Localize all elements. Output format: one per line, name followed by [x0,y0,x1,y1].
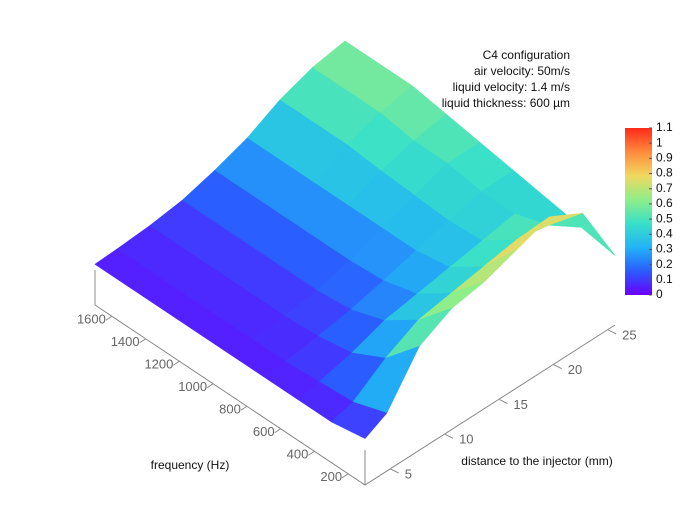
colorbar-tick-label: 0.6 [656,196,673,210]
colorbar-tick-label: 0.8 [656,166,673,180]
colorbar-tick-label: 0 [656,287,663,301]
surface-patch [330,401,388,439]
y-tick [607,329,617,335]
x-tick-label: 1600 [77,312,106,327]
x-tick-label: 1200 [144,357,173,372]
x-tick-label: 400 [287,447,309,462]
annotation: air velocity: 50m/s [474,64,570,78]
x-tick [139,338,146,344]
colorbar [625,128,652,295]
x-tick [105,315,113,321]
y-tick [444,433,454,439]
annotation: C4 configuration [483,48,570,62]
x-tick-label: 800 [219,402,241,417]
x-tick-label: 600 [253,424,275,439]
x-tick [308,450,315,456]
x-axis-label: frequency (Hz) [151,458,230,472]
x-tick [240,405,248,411]
colorbar-tick-label: 0.5 [656,211,673,225]
colorbar-tick-label: 0.3 [656,242,673,256]
y-tick-label: 20 [568,362,582,377]
annotation: liquid velocity: 1.4 m/s [453,80,570,94]
colorbar-tick-label: 0.7 [656,181,673,195]
colorbar-tick-label: 0.9 [656,151,673,165]
x-tick-label: 200 [320,469,342,484]
x-tick [341,473,349,479]
y-tick [499,399,508,404]
x-tick-label: 1000 [178,379,207,394]
x-tick [206,383,214,389]
colorbar-tick-label: 1.1 [656,120,673,134]
x-tick [173,360,180,366]
colorbar-tick-label: 0.2 [656,257,673,271]
y-tick-label: 25 [622,327,636,342]
y-tick-label: 10 [459,432,473,447]
y-tick [390,468,399,474]
y-tick [553,364,563,370]
x-tick-label: 1400 [111,334,140,349]
surface [94,40,616,439]
colorbar-tick-label: 1 [656,135,663,149]
annotation: liquid thickness: 600 µm [442,96,570,110]
colorbar-tick-label: 0.4 [656,226,673,240]
y-tick-label: 15 [513,397,527,412]
y-tick-label: 5 [405,467,412,482]
colorbar-tick-label: 0.1 [656,272,673,286]
y-axis-label: distance to the injector (mm) [461,454,612,468]
x-tick [274,428,281,434]
